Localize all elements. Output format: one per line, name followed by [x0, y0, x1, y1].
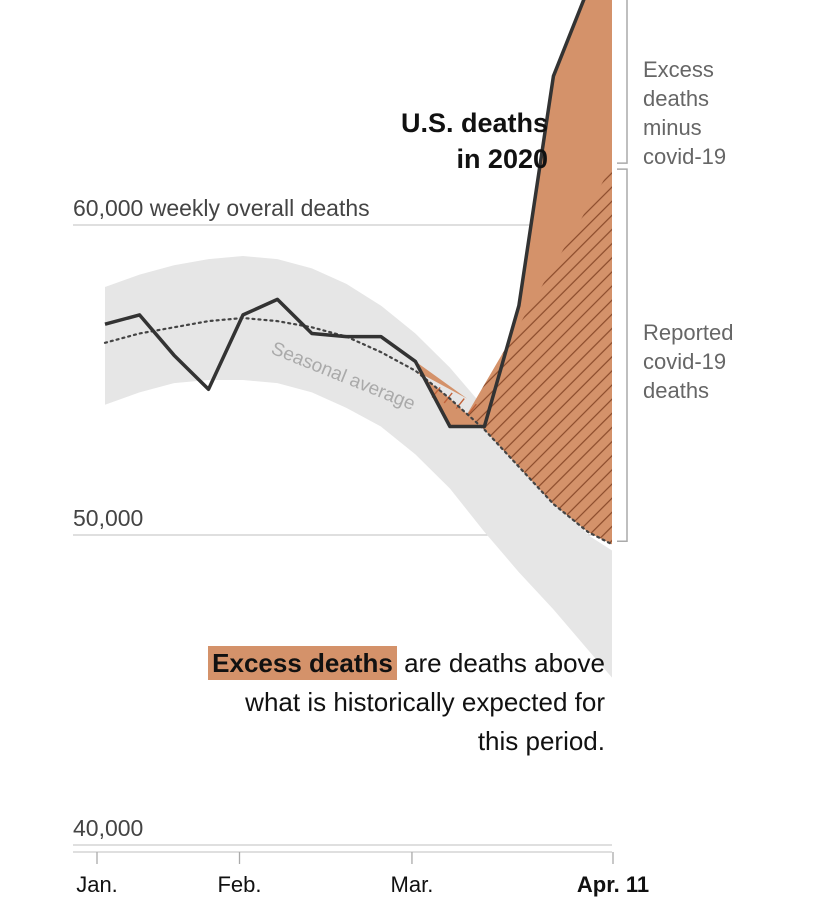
- reported-covid-hatch-area: [467, 166, 612, 545]
- annotation-label-1-2: deaths: [643, 378, 709, 403]
- chart-title-line-0: U.S. deaths: [401, 108, 548, 138]
- y-tick-label-0: 60,000 weekly overall deaths: [73, 195, 370, 221]
- x-tick-label-0: Jan.: [76, 872, 118, 897]
- excess-deaths-highlight: Excess deaths: [208, 646, 397, 680]
- seasonal-range-band: [105, 256, 612, 678]
- seasonal-range-band-layer: [105, 256, 612, 678]
- chart-title-line-1: in 2020: [456, 144, 548, 174]
- y-tick-label-2: 40,000: [73, 815, 143, 841]
- y-tick-label-1: 50,000: [73, 505, 143, 531]
- annotation-label-0-3: covid-19: [643, 144, 726, 169]
- seasonal-average-line: [103, 316, 614, 546]
- x-tick-label-2: Mar.: [391, 872, 434, 897]
- annotation-label-0-0: Excess: [643, 57, 714, 82]
- excess-deaths-note: Excess deaths are deaths above what is h…: [200, 644, 605, 761]
- annotation-label-0-2: minus: [643, 115, 702, 140]
- x-axis: Jan. Feb. Mar. Apr. 11: [73, 851, 649, 897]
- annotation-label-0-1: deaths: [643, 86, 709, 111]
- us-deaths-2020-line: [104, 0, 586, 429]
- line-layer: [103, 0, 614, 546]
- annotation-bracket-1: [617, 168, 628, 543]
- excess-deaths-note-text: are deaths above what is historically ex…: [245, 648, 605, 756]
- pre-crossing-hatch-mark: [467, 403, 477, 415]
- annotation-bracket-0: [617, 0, 628, 164]
- annotation-label-1-1: covid-19: [643, 349, 726, 374]
- annotation-layer: Excess deaths minus covid-19 Reported covid-1…: [617, 0, 734, 543]
- annotation-label-1-0: Reported: [643, 320, 734, 345]
- x-tick-label-1: Feb.: [217, 872, 261, 897]
- x-tick-label-3: Apr. 11: [577, 872, 649, 897]
